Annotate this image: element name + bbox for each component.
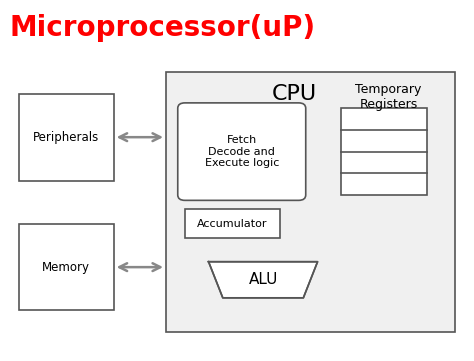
Bar: [185, 209, 280, 238]
Text: Microprocessor(uP): Microprocessor(uP): [9, 14, 316, 43]
Polygon shape: [209, 262, 318, 298]
Text: CPU: CPU: [271, 84, 317, 104]
FancyBboxPatch shape: [178, 103, 306, 200]
Text: Fetch
Decode and
Execute logic: Fetch Decode and Execute logic: [205, 135, 279, 168]
Bar: [19, 224, 114, 310]
Text: Accumulator: Accumulator: [197, 219, 267, 229]
Text: ALU: ALU: [248, 272, 278, 287]
Bar: [19, 94, 114, 180]
Bar: [166, 72, 455, 332]
Bar: [341, 108, 427, 195]
Text: Peripherals: Peripherals: [33, 131, 100, 144]
Text: Memory: Memory: [42, 261, 91, 274]
Text: Temporary
Registers: Temporary Registers: [356, 83, 422, 112]
